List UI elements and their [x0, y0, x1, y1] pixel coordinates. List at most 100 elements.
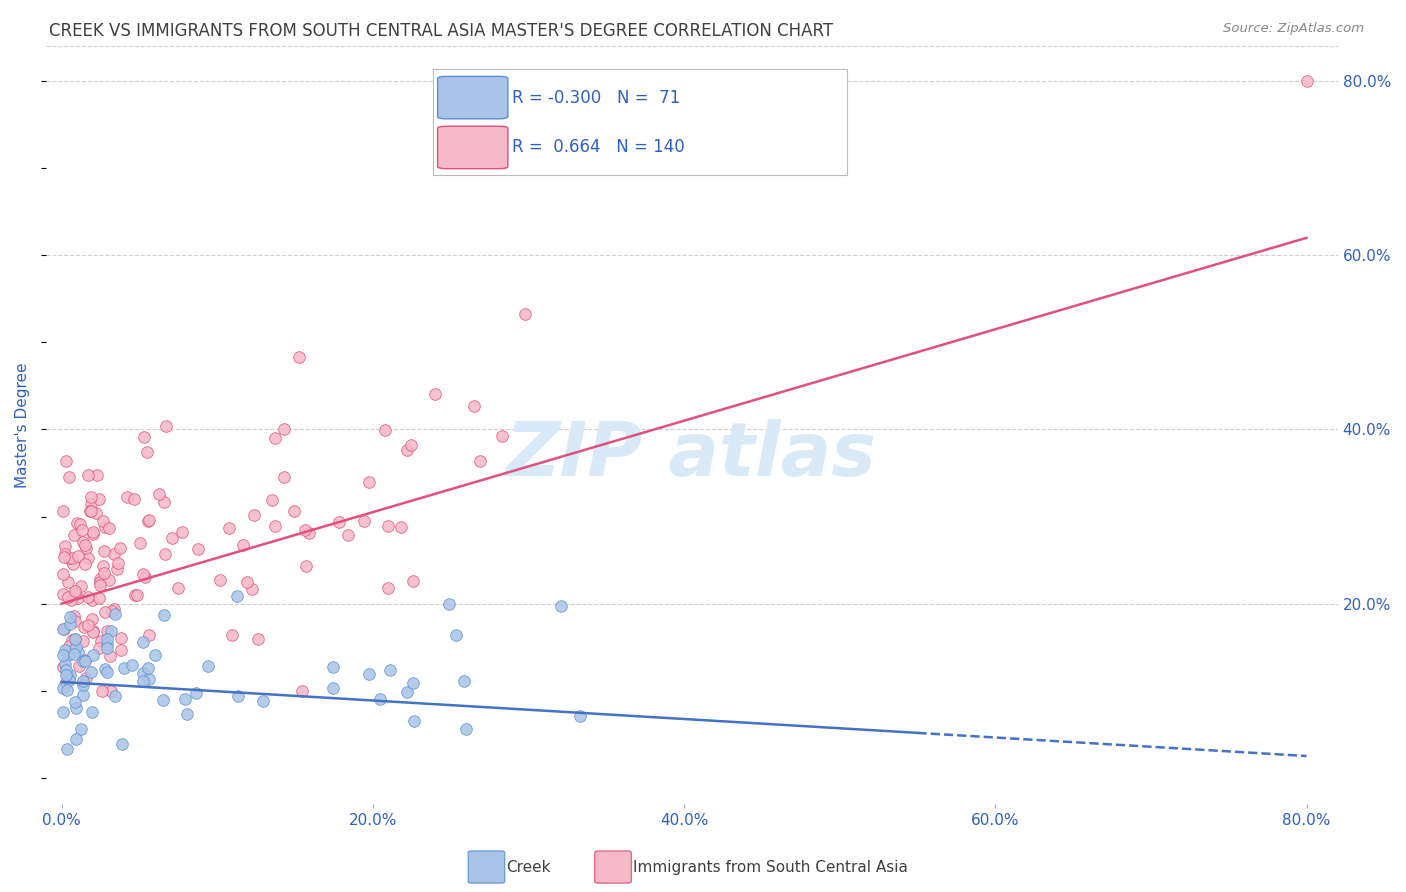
Point	[336, 527, 359, 541]
Point	[197, 659, 219, 673]
Point	[103, 602, 125, 616]
Point	[463, 399, 485, 413]
Point	[58, 639, 80, 653]
Point	[65, 640, 87, 654]
Point	[122, 492, 145, 507]
Point	[132, 674, 155, 689]
Point	[72, 654, 94, 668]
Point	[395, 442, 418, 457]
Point	[63, 647, 86, 661]
Point	[72, 535, 94, 549]
Point	[73, 557, 96, 571]
Point	[77, 590, 100, 604]
Point	[117, 490, 139, 504]
Point	[173, 692, 195, 706]
Point	[242, 508, 264, 523]
Point	[90, 634, 112, 648]
Point	[59, 610, 82, 624]
Point	[176, 707, 198, 722]
Point	[132, 567, 155, 582]
Point	[72, 674, 94, 689]
Point	[110, 632, 132, 646]
Point	[66, 549, 89, 563]
Point	[104, 607, 127, 622]
Text: Source: ZipAtlas.com: Source: ZipAtlas.com	[1223, 22, 1364, 36]
Point	[288, 350, 311, 364]
Point	[59, 668, 82, 682]
Point	[56, 742, 79, 756]
Point	[72, 688, 94, 702]
Point	[359, 475, 381, 490]
Point	[160, 531, 183, 545]
Point	[240, 582, 263, 597]
Point	[129, 535, 152, 549]
Y-axis label: Master's Degree: Master's Degree	[15, 362, 30, 488]
Point	[66, 645, 89, 659]
Point	[55, 676, 77, 690]
Point	[226, 689, 249, 703]
Text: CREEK VS IMMIGRANTS FROM SOUTH CENTRAL ASIA MASTER'S DEGREE CORRELATION CHART: CREEK VS IMMIGRANTS FROM SOUTH CENTRAL A…	[49, 22, 834, 40]
Point	[298, 525, 321, 540]
Point	[402, 574, 425, 589]
Point	[80, 593, 103, 607]
Point	[52, 705, 75, 719]
Point	[87, 641, 110, 656]
Point	[82, 624, 104, 638]
Point	[80, 706, 103, 720]
Point	[89, 573, 111, 587]
Point	[56, 575, 79, 590]
Point	[402, 676, 425, 690]
Point	[273, 470, 295, 484]
Point	[63, 632, 86, 647]
Point	[264, 431, 287, 445]
Point	[70, 523, 93, 537]
Point	[143, 648, 166, 663]
Point	[152, 693, 174, 707]
Point	[569, 709, 592, 723]
Point	[63, 584, 86, 599]
Point	[100, 604, 122, 618]
Point	[73, 653, 96, 667]
Point	[357, 667, 380, 681]
Point	[155, 419, 177, 434]
Point	[72, 634, 94, 648]
Point	[187, 542, 209, 557]
Point	[58, 470, 80, 484]
Point	[295, 558, 318, 573]
Point	[55, 453, 77, 467]
Point	[80, 490, 103, 504]
Point	[378, 664, 401, 678]
Point	[134, 570, 156, 584]
Point	[236, 575, 259, 590]
Point	[52, 622, 75, 636]
Point	[65, 701, 87, 715]
Point	[132, 665, 155, 680]
Point	[82, 648, 104, 662]
Point	[65, 731, 87, 746]
Point	[73, 654, 96, 668]
Point	[89, 578, 111, 592]
Point	[153, 547, 176, 561]
Point	[170, 524, 193, 539]
Point	[374, 423, 396, 437]
Point	[377, 519, 399, 533]
Point	[56, 667, 79, 681]
Point	[108, 541, 131, 555]
Point	[232, 538, 254, 552]
Point	[75, 671, 97, 685]
Point	[53, 548, 76, 562]
Point	[91, 683, 114, 698]
Point	[63, 695, 86, 709]
Point	[82, 526, 104, 541]
Point	[125, 588, 148, 602]
Point	[67, 659, 90, 673]
Point	[86, 468, 108, 483]
Point	[82, 524, 104, 539]
Point	[264, 519, 287, 533]
Point	[100, 683, 122, 698]
Point	[77, 551, 100, 566]
Point	[138, 514, 160, 528]
Point	[247, 632, 270, 646]
Point	[1295, 74, 1317, 88]
Text: Creek: Creek	[506, 860, 551, 874]
